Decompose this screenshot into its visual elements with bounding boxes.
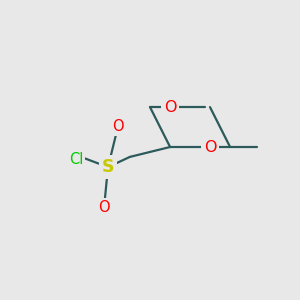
Text: O: O xyxy=(204,140,216,154)
Text: O: O xyxy=(112,119,124,134)
Text: S: S xyxy=(102,158,114,176)
Text: O: O xyxy=(98,200,110,214)
Text: O: O xyxy=(164,100,176,115)
Text: Cl: Cl xyxy=(69,152,83,167)
